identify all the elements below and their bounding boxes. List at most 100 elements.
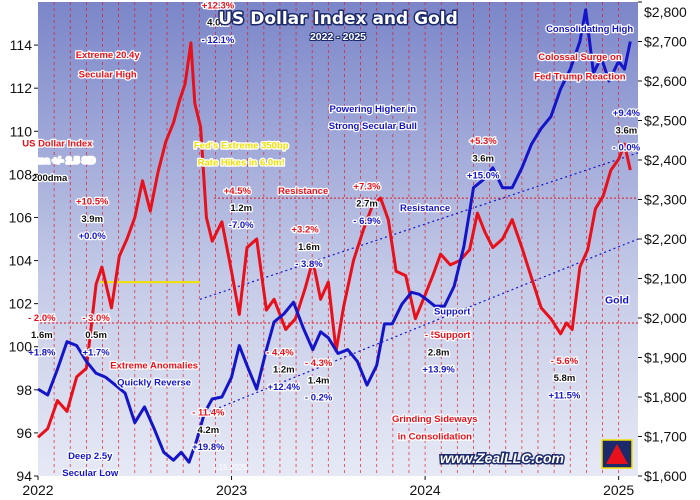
annotation-label: 5.8m	[554, 373, 576, 384]
annotation-label: Powering Higher in	[330, 104, 417, 115]
left-tick-label: 104	[9, 253, 33, 269]
left-tick-label: 106	[9, 209, 33, 225]
left-axis-ticks: 94 96 98 100 102 104 106 108 110 112 114	[9, 37, 38, 484]
annotation-label: +13.9%	[422, 365, 455, 376]
annotation-label: +5.3%	[470, 136, 498, 147]
right-tick-label: $1,800	[644, 389, 687, 405]
annotation-label: 200dma	[32, 173, 68, 184]
annotation-label: 4.0m	[207, 18, 229, 29]
annotation-label: - 6.9%	[353, 216, 381, 227]
annotation-label: 1.6m	[31, 330, 53, 341]
annotation-label: +19.8%	[192, 442, 225, 453]
right-tick-label: $1,900	[644, 350, 687, 366]
annotation-label: +11.5%	[548, 390, 581, 401]
annotation-label: +12.3%	[202, 0, 235, 11]
right-tick-label: $1,700	[644, 429, 687, 445]
annotation-label: - 5.6%	[551, 356, 579, 367]
annotation-label: 2.7m	[356, 199, 378, 210]
gold-support-trend	[209, 238, 639, 412]
right-tick-label: $2,000	[644, 310, 687, 326]
vertical-gridlines	[53, 2, 620, 476]
x-tick-label: 2023	[216, 482, 247, 498]
left-tick-label: 98	[16, 382, 32, 398]
left-tick-label: 110	[10, 123, 33, 139]
annotation-label: - 3.0%	[82, 313, 110, 324]
annotation-label: +1.8%	[28, 347, 56, 358]
right-tick-label: $1,600	[644, 468, 687, 484]
annotation-label: Secular Low	[62, 468, 119, 479]
annotation-label: 2.8m	[428, 347, 450, 358]
right-tick-label: $2,800	[644, 4, 687, 20]
left-tick-label: 96	[16, 425, 32, 441]
annotation-label: Extreme 20.4y	[76, 50, 141, 61]
annotation-label: - 11.4%	[192, 408, 225, 419]
annotation-label: 4.2m	[197, 425, 219, 436]
annotation-label: +0.0%	[79, 231, 107, 242]
right-tick-label: $2,100	[644, 271, 687, 287]
annotation-label: - 12.1%	[202, 35, 235, 46]
annotation-label: Support	[434, 330, 471, 341]
annotation-label: in Consolidation	[398, 431, 473, 442]
annotation-label: - 4.3%	[305, 358, 333, 369]
right-tick-label: $2,600	[644, 73, 687, 89]
right-tick-label: $2,500	[644, 113, 687, 129]
annotation-label: Secular High	[79, 69, 137, 80]
annotation-label: +9.4%	[613, 108, 641, 119]
left-tick-label: 94	[16, 468, 32, 484]
right-tick-label: $2,300	[644, 192, 687, 208]
left-tick-label: 102	[9, 296, 33, 312]
annotation-label: +4.5%	[224, 186, 252, 197]
annotation-label: 0.5m	[85, 330, 107, 341]
series-line-gold	[37, 8, 632, 464]
annotation-label: Consolidating High	[546, 24, 633, 35]
annotation-label: 3.9m	[81, 214, 103, 225]
watermark: www.ZealLLC.com	[439, 439, 633, 469]
gold-series-label: Gold	[605, 295, 629, 307]
gold-resistance-trend	[199, 152, 639, 300]
annotation-label: 1.4m	[308, 375, 330, 386]
annotation-label: +10.5%	[76, 197, 109, 208]
annotation-label: +7.3%	[353, 181, 381, 192]
right-tick-label: $2,700	[644, 34, 687, 50]
annotation-label: - 2.0%	[28, 313, 56, 324]
annotation-label: Fed's Extreme 350bp	[194, 141, 289, 152]
annotation-label: Colossal Surge on	[538, 52, 622, 63]
annotation-label: +1.7%	[82, 347, 110, 358]
annotation-label: - 4.4%	[266, 347, 294, 358]
annotation-label: Support	[434, 306, 471, 317]
annotation-label: -7.0%	[229, 220, 254, 231]
x-tick-label: 2022	[22, 482, 53, 498]
annotation-label: +15.0%	[467, 171, 500, 182]
watermark-url: www.ZealLLC.com	[440, 450, 564, 466]
annotation-label: +3.2%	[291, 225, 319, 236]
annotation-label: US Dollar Index	[22, 138, 93, 149]
title-block: US Dollar Index and Gold 2022 - 2025	[217, 8, 460, 45]
annotation-label: - 0.2%	[305, 393, 333, 404]
annotation-label: - 0.0%	[613, 143, 641, 154]
x-tick-label: 2024	[410, 482, 441, 498]
annotation-label: - 3.8%	[295, 259, 323, 270]
annotation-label: Extreme Anomalies	[110, 360, 198, 371]
annotation-label: 3.6m	[616, 125, 638, 136]
series-lines: Gold	[37, 8, 632, 464]
annotation-label: 50dma +/- 2.5 SD	[19, 156, 95, 167]
annotation-label: Resistance	[278, 186, 328, 197]
annotation-label: Quickly Reverse	[117, 378, 191, 389]
annotation-label: Grinding Sideways	[392, 414, 478, 425]
chart-title: US Dollar Index and Gold	[218, 9, 458, 29]
annotation-label: - 5.7%	[425, 330, 453, 341]
annotation-label: 1.2m	[273, 365, 295, 376]
annotation-label: +12.4%	[268, 382, 301, 393]
annotation-label: 3.6m	[472, 153, 494, 164]
annotation-label: Deep 2.5y	[68, 451, 113, 462]
annotations: +12.3% 4.0m - 12.1% Extreme 20.4y Secular Hi…	[18, 0, 642, 480]
annotation-label: Fed Trump Reaction	[534, 72, 626, 83]
x-tick-label: 2025	[603, 482, 634, 498]
right-axis-ticks: $1,600 $1,700 $1,800 $1,900 $2,000 $2,100 $2,2…	[638, 1, 687, 484]
annotation-label: 1.2m	[230, 203, 252, 214]
left-tick-label: 108	[9, 166, 33, 182]
left-tick-label: 114	[10, 37, 33, 53]
annotation-label: Strong Secular Bull	[329, 121, 417, 132]
left-tick-label: 112	[10, 80, 33, 96]
